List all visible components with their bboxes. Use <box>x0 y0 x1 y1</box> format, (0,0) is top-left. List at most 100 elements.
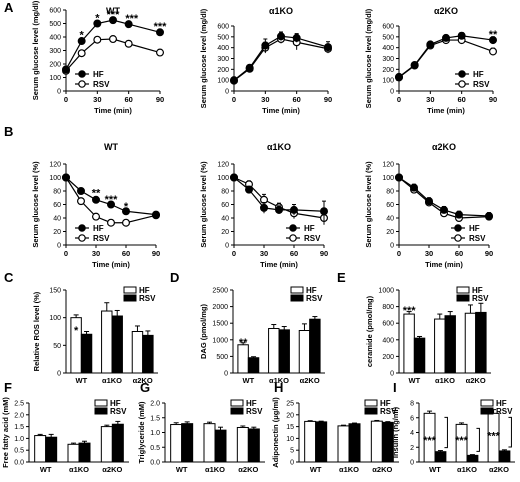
bar-hf <box>298 330 311 374</box>
legend-swatch-rsv <box>480 407 494 415</box>
significance-label: *** <box>455 435 469 447</box>
data-point-hf <box>395 173 404 182</box>
y-tick-label: 20 <box>221 229 229 236</box>
x-tick-label: 30 <box>260 249 268 258</box>
data-point-hf <box>395 72 404 81</box>
bar-rsv <box>434 451 447 463</box>
y-tick-label: 0 <box>390 243 394 250</box>
bar-rsv <box>413 337 426 374</box>
y-tick-label: 1000 <box>212 337 228 344</box>
legend-marker-rsv <box>289 234 297 242</box>
legend-marker-hf <box>458 70 466 78</box>
bar-hf <box>337 425 350 463</box>
y-tick-label: 5 <box>290 448 294 455</box>
category-label: α1KO <box>69 465 89 474</box>
panel-letter: H <box>274 380 283 395</box>
x-tick-label: 30 <box>92 249 100 258</box>
bar-rsv <box>498 450 511 463</box>
data-point-rsv <box>91 212 100 221</box>
bar-rsv <box>78 442 91 463</box>
data-point-hf <box>410 60 419 69</box>
y-tick-label: 4 <box>410 430 414 437</box>
bar-hf <box>370 420 383 463</box>
category-label: α2KO <box>489 465 509 474</box>
bar-hf <box>434 318 446 374</box>
y-tick-label: 1.5 <box>150 415 160 422</box>
legend-label: HF <box>139 286 150 295</box>
y-axis-label: Serum glucose level (mg/dl) <box>199 8 208 108</box>
legend-label: RSV <box>496 407 513 416</box>
bar-hf <box>100 426 113 463</box>
data-point-hf <box>324 43 333 52</box>
y-tick-label: 20 <box>53 229 61 236</box>
y-tick-label: 100 <box>217 175 229 182</box>
data-point-hf <box>455 210 464 219</box>
y-tick-label: 200 <box>382 67 394 74</box>
legend-label: RSV <box>306 294 323 303</box>
bar-hf <box>304 420 317 463</box>
bar-hf <box>403 313 415 374</box>
legend-label: HF <box>93 224 104 233</box>
legend-swatch-rsv <box>123 294 137 302</box>
x-tick-label: 0 <box>232 249 236 258</box>
significance-label: *** <box>105 194 119 206</box>
y-tick-label: 0 <box>410 460 414 467</box>
y-tick-label: 0 <box>224 371 228 378</box>
legend-swatch-hf <box>230 399 244 407</box>
panel-a1: 0 100 200 300 400 500 600 0 30 60 90 Time (min) Seru… <box>31 0 167 115</box>
category-label: α1KO <box>269 376 289 385</box>
bar-rsv <box>315 421 328 463</box>
y-tick-label: 20 <box>286 412 294 419</box>
data-point-hf <box>425 197 434 206</box>
data-point-rsv <box>124 39 133 48</box>
category-label: α2KO <box>238 465 258 474</box>
y-tick-label: 40 <box>221 216 229 223</box>
y-tick-label: 15 <box>286 424 294 431</box>
bar-rsv <box>348 423 361 463</box>
data-point-hf <box>93 19 102 28</box>
legend-label: HF <box>472 286 483 295</box>
y-tick-label: 120 <box>382 162 394 169</box>
data-point-hf <box>457 31 466 40</box>
category-label: WT <box>176 465 188 474</box>
panel-g: 0.0 0.5 1.0 1.5 2.0 Triglyceride (mM) WT α1KO α2… <box>137 399 265 474</box>
y-tick-label: 600 <box>382 321 394 328</box>
series-line-hf <box>65 19 161 70</box>
panel-h: 0 5 10 15 20 25 Adiponectin (μg/ml) WT α1KO α2KO H… <box>271 397 399 474</box>
y-tick-label: 400 <box>382 45 394 52</box>
y-tick-label: 1.5 <box>14 424 24 431</box>
data-point-hf <box>124 20 133 29</box>
legend-marker-rsv <box>458 80 466 88</box>
panel-f: 0.0 0.5 1.0 1.5 2.0 2.5 Free fatty acid (mM) WT… <box>1 397 129 474</box>
bar-hf <box>170 424 183 463</box>
data-point-hf <box>245 185 254 194</box>
y-tick-label: 800 <box>382 304 394 311</box>
y-tick-label: 0.5 <box>14 448 24 455</box>
x-axis-label: Time (min) <box>92 260 130 269</box>
panel-i: 0 2 4 6 8 Insulin (ng/ml) WT α1KO α2KO *** *** *** H… <box>391 399 515 474</box>
x-axis-label: Time (min) <box>260 260 298 269</box>
y-tick-label: 2 <box>410 445 414 452</box>
legend-swatch-hf <box>456 286 470 294</box>
y-tick-label: 0.5 <box>150 445 160 452</box>
y-axis-label: DAG (pmol/mg) <box>199 304 208 359</box>
panel-letter: C <box>4 270 14 285</box>
x-tick-label: 0 <box>64 249 68 258</box>
bar-rsv <box>278 329 290 374</box>
data-point-hf <box>410 183 419 192</box>
category-label: WT <box>75 376 87 385</box>
data-point-hf <box>440 205 449 214</box>
data-point-hf <box>108 16 117 25</box>
significance-label: * <box>124 201 129 213</box>
y-axis-label: Adiponectin (μg/ml) <box>271 397 280 468</box>
panel-title: WT <box>104 142 118 152</box>
x-tick-label: 60 <box>122 249 130 258</box>
data-point-rsv <box>108 35 117 44</box>
bar-hf <box>67 443 80 463</box>
panel-e: 0 200 400 600 800 1000 ceramide (pmol/mg) WT α1K… <box>365 286 491 385</box>
panel-title: α2KO <box>434 6 458 16</box>
panel-letter: E <box>337 270 346 285</box>
data-point-hf <box>76 187 85 196</box>
x-tick-label: 30 <box>425 249 433 258</box>
x-tick-label: 90 <box>152 249 160 258</box>
